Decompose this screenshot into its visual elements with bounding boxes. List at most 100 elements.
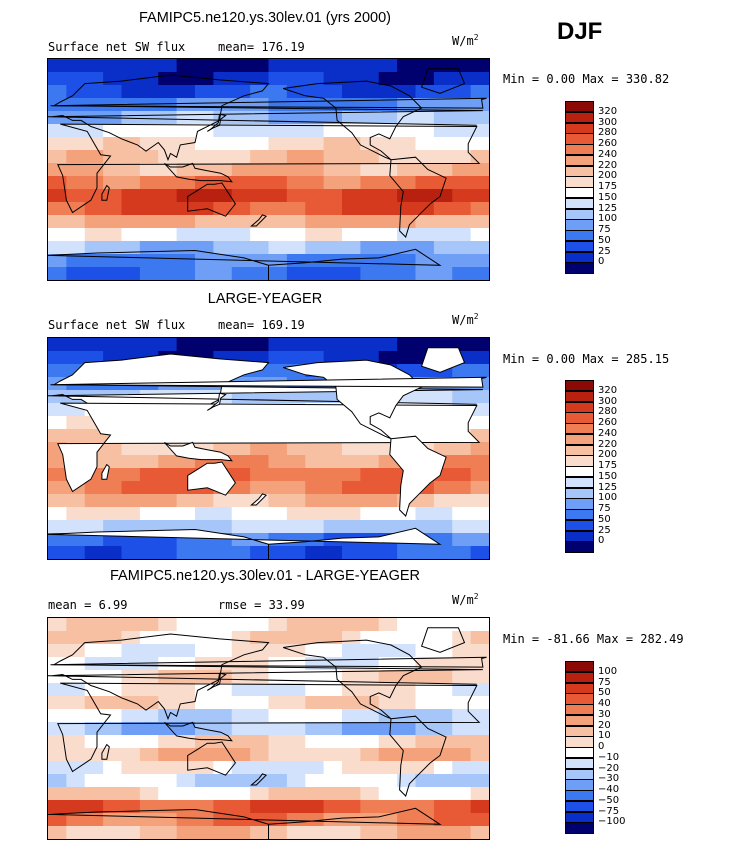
field-cell — [66, 761, 86, 775]
field-cell — [231, 494, 251, 508]
continent-outline — [420, 68, 466, 94]
continent-outline — [187, 461, 237, 496]
field-cell — [378, 137, 398, 151]
field-cell — [121, 761, 141, 775]
field-cell — [103, 709, 123, 723]
continent-outline — [48, 527, 442, 559]
colorbar-tick-label: −50 — [598, 794, 620, 806]
field-cell — [48, 403, 67, 417]
field-cell — [268, 826, 288, 839]
field-cell — [84, 533, 104, 547]
field-cell — [360, 111, 380, 125]
field-cell — [121, 150, 141, 164]
field-cell — [342, 85, 361, 99]
field-cell — [103, 618, 123, 632]
field-cell — [397, 241, 417, 255]
field-cell — [66, 150, 86, 164]
field-cell — [470, 72, 489, 86]
colorbar-tick-label: 175 — [598, 181, 618, 192]
field-cell — [360, 618, 380, 632]
field-cell — [139, 748, 159, 762]
colorbar-tick-label: 220 — [598, 438, 618, 450]
field-cell — [433, 520, 453, 534]
field-cell — [378, 351, 398, 365]
field-cell — [231, 442, 251, 456]
field-cell — [452, 787, 472, 801]
continent-outline — [101, 184, 110, 201]
field-cell — [103, 813, 123, 827]
field-cell — [286, 618, 306, 632]
colorbar-tick-label: 320 — [598, 105, 618, 117]
field-cell — [452, 468, 472, 482]
colorbar-swatch — [565, 466, 594, 478]
field-cell — [48, 124, 67, 138]
field-cell — [139, 176, 159, 190]
field-cell — [342, 520, 361, 534]
colorbar-tick-label: 260 — [598, 138, 618, 149]
field-cell — [121, 455, 141, 469]
field-cell — [397, 735, 417, 749]
field-cell — [360, 215, 380, 229]
field-cell — [48, 468, 67, 482]
field-cell — [176, 111, 196, 125]
field-cell — [342, 98, 361, 112]
panel3-rmse-label: rmse = 33.99 — [218, 598, 305, 612]
continent-outline — [187, 741, 237, 776]
field-cell — [66, 202, 86, 216]
field-cell — [121, 507, 141, 521]
field-cell — [176, 98, 196, 112]
panel2-mean-label: mean= 169.19 — [218, 318, 305, 332]
field-cell — [305, 748, 325, 762]
field-cell — [176, 683, 196, 697]
field-cell — [452, 507, 472, 521]
field-cell — [84, 507, 104, 521]
field-cell — [433, 826, 453, 839]
field-cell — [158, 254, 178, 268]
field-cell — [305, 215, 325, 229]
field-cell — [452, 455, 472, 469]
field-cell — [176, 787, 196, 801]
field-cell — [250, 774, 270, 788]
field-cell — [250, 735, 270, 749]
field-cell — [84, 202, 104, 216]
field-cell — [342, 455, 361, 469]
field-cell — [66, 722, 86, 736]
field-cell — [378, 267, 398, 280]
field-cell — [286, 683, 306, 697]
field-cell — [48, 748, 67, 762]
field-cell — [286, 546, 306, 559]
field-cell — [397, 748, 417, 762]
field-cell — [397, 631, 417, 645]
field-cell — [158, 137, 178, 151]
field-cell — [213, 202, 233, 216]
field-cell — [415, 215, 435, 229]
colorbar-swatch — [565, 380, 594, 392]
field-cell — [48, 722, 67, 736]
panel1-variable-label: Surface net SW flux — [48, 40, 186, 54]
field-cell — [323, 228, 343, 242]
panel2-map-svg — [48, 338, 489, 559]
field-cell — [139, 442, 159, 456]
field-cell — [103, 800, 123, 814]
field-cell — [415, 748, 435, 762]
field-cell — [415, 696, 435, 710]
field-cell — [268, 644, 288, 658]
field-cell — [121, 111, 141, 125]
field-cell — [48, 481, 67, 495]
field-cell — [342, 546, 361, 559]
field-cell — [323, 254, 343, 268]
colorbar-swatch — [565, 800, 594, 812]
colorbar-tick-label: 280 — [598, 406, 618, 418]
field-cell — [323, 774, 343, 788]
colorbar-swatch — [565, 390, 594, 402]
field-cell — [268, 215, 288, 229]
colorbar-tick-label: 320 — [598, 384, 618, 396]
colorbar-tick-label: 100 — [598, 213, 618, 225]
field-cell — [231, 202, 251, 216]
field-cell — [48, 735, 67, 749]
field-cell — [48, 254, 67, 268]
panel3-title: FAMIPC5.ne120.ys.30lev.01 - LARGE-YEAGER — [109, 568, 420, 584]
field-cell — [103, 787, 123, 801]
field-cell — [286, 533, 306, 547]
field-cell — [360, 494, 380, 508]
